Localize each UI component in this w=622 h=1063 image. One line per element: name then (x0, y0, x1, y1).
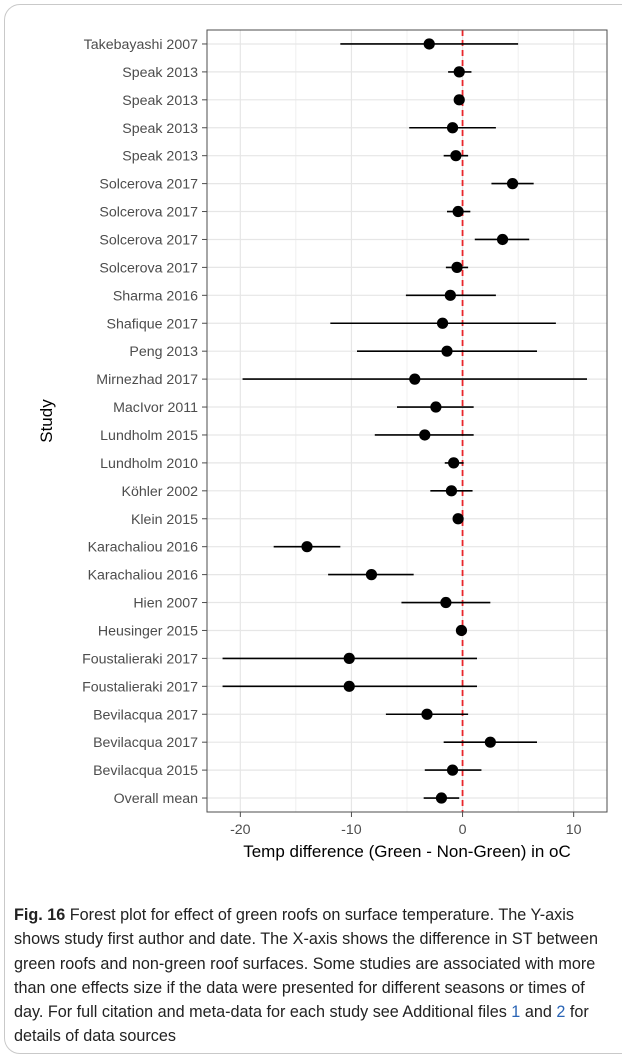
caption-text: Forest plot for effect of green roofs on… (14, 906, 598, 1022)
effect-point (435, 792, 448, 804)
y-tick-label: MacIvor 2011 (113, 400, 198, 416)
y-tick-label: Heusinger 2015 (98, 623, 198, 639)
x-axis-title: Temp difference (Green - Non-Green) in o… (243, 842, 571, 861)
y-tick-label: Solcerova 2017 (99, 205, 198, 221)
x-tick-label: 0 (459, 822, 467, 838)
effect-point (453, 66, 465, 78)
additional-file-link-2[interactable]: 2 (556, 1003, 566, 1022)
grid-lines (207, 30, 607, 812)
y-tick-label: Foustalieraki 2017 (82, 679, 198, 695)
y-tick-label: Peng 2013 (129, 344, 198, 360)
y-tick-label: Solcerova 2017 (99, 177, 198, 193)
x-tick-label: -10 (341, 822, 362, 838)
y-tick-label: Bevilacqua 2017 (93, 735, 198, 751)
x-tick-label: 10 (566, 822, 582, 838)
effect-point (365, 569, 378, 581)
effect-point (453, 94, 465, 106)
effect-point (451, 261, 463, 273)
effect-point (419, 429, 431, 441)
y-tick-label: Karachaliou 2016 (88, 540, 199, 556)
effect-point (409, 373, 421, 385)
effect-point (448, 457, 460, 469)
effect-point (506, 178, 519, 190)
y-axis-title: Study (37, 399, 56, 443)
y-tick-label: Lundholm 2015 (100, 428, 198, 444)
y-tick-label: Solcerova 2017 (99, 232, 198, 248)
caption-text-between: and (524, 1003, 552, 1022)
effect-point (496, 233, 509, 246)
y-axis-tick-labels: Takebayashi 2007 Speak 2013 Speak 2013 Spea… (82, 37, 207, 807)
effect-point (444, 289, 456, 301)
caption-text-after: for details of data sources (14, 1003, 589, 1046)
study-markers (222, 38, 587, 804)
effect-point (440, 596, 452, 609)
y-tick-label: Bevilacqua 2015 (93, 763, 198, 779)
y-tick-label: Solcerova 2017 (99, 260, 198, 276)
caption-label: Fig. 16 (14, 906, 66, 924)
effect-point (446, 122, 459, 134)
y-tick-label: Sharma 2016 (113, 288, 198, 304)
y-tick-label: Lundholm 2010 (100, 456, 198, 472)
figure-frame (4, 4, 622, 1054)
figure-caption: Fig. 16 Forest plot for effect of green … (14, 903, 614, 1049)
y-tick-label: Foustalieraki 2017 (82, 651, 198, 667)
effect-point (301, 541, 313, 553)
y-tick-label: Klein 2015 (131, 512, 198, 528)
y-tick-label: Shafique 2017 (106, 316, 198, 332)
effect-point (452, 513, 464, 525)
x-tick-label: -20 (230, 822, 251, 838)
y-tick-label: Mirnezhad 2017 (96, 372, 198, 388)
y-tick-label: Speak 2013 (122, 93, 198, 109)
effect-point (445, 485, 458, 497)
effect-point (430, 401, 442, 413)
y-tick-label: Köhler 2002 (121, 484, 198, 500)
y-tick-label: Takebayashi 2007 (84, 37, 198, 53)
y-tick-label: Speak 2013 (122, 65, 198, 81)
effect-point (446, 764, 459, 776)
forest-plot: Takebayashi 2007 Speak 2013 Speak 2013 Spea… (37, 29, 608, 861)
y-tick-label: Hien 2007 (133, 596, 198, 612)
y-tick-label: Bevilacqua 2017 (93, 707, 198, 723)
effect-point (343, 680, 355, 692)
effect-point (455, 624, 468, 637)
additional-file-link-1[interactable]: 1 (511, 1003, 521, 1022)
x-axis-ticks: -20 -10 0 10 (230, 812, 582, 838)
effect-point (343, 652, 355, 664)
y-tick-label: Overall mean (114, 791, 198, 807)
y-tick-label: Karachaliou 2016 (88, 568, 199, 584)
effect-point (423, 38, 435, 50)
effect-point (452, 205, 464, 218)
effect-point (421, 708, 433, 720)
effect-point (436, 317, 449, 329)
y-tick-label: Speak 2013 (122, 149, 198, 165)
y-tick-label: Speak 2013 (122, 121, 198, 137)
effect-point (441, 345, 453, 357)
plot-panel (206, 29, 608, 813)
effect-point (484, 736, 496, 748)
effect-point (450, 150, 462, 162)
